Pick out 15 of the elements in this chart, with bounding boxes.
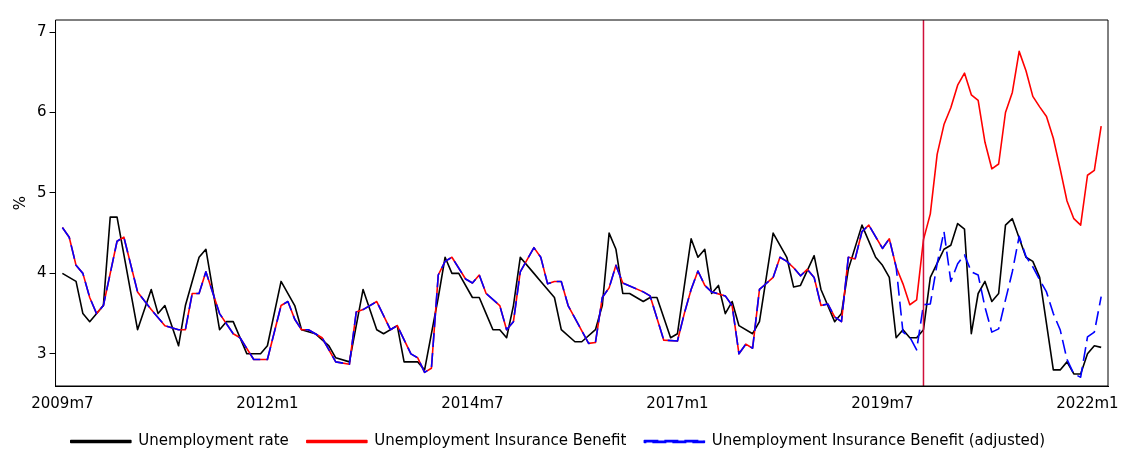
y-tick-label: 6 — [37, 102, 47, 121]
x-tick-label: 2019m7 — [851, 393, 914, 412]
y-tick-label: 4 — [37, 263, 47, 282]
y-axis-title: % — [10, 195, 29, 211]
y-tick-label: 5 — [37, 182, 47, 201]
x-tick-label: 2017m1 — [646, 393, 709, 412]
y-tick-label: 7 — [37, 21, 47, 40]
x-tick-label: 2022m1 — [1056, 393, 1119, 412]
legend-label: Unemployment Insurance Benefit (adjusted) — [711, 431, 1046, 450]
x-tick-label: 2012m1 — [236, 393, 299, 412]
y-tick-label: 3 — [37, 343, 47, 362]
legend-label: Unemployment rate — [138, 431, 289, 450]
legend-label: Unemployment Insurance Benefit — [374, 431, 627, 450]
x-tick-label: 2009m7 — [31, 393, 94, 412]
x-tick-label: 2014m7 — [441, 393, 504, 412]
